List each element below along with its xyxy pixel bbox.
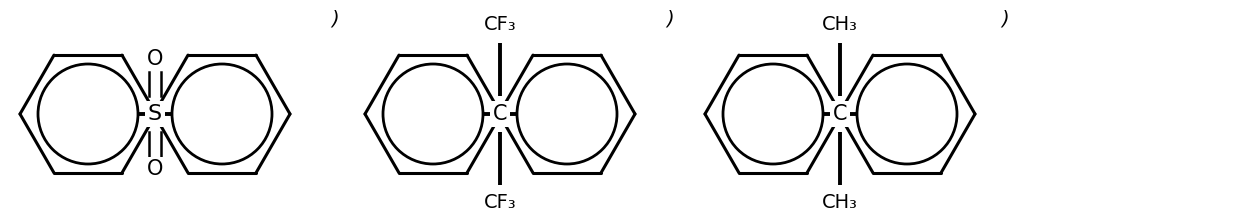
Text: ): ) xyxy=(331,9,339,28)
Text: ): ) xyxy=(666,9,673,28)
Text: S: S xyxy=(148,104,162,124)
Text: CH₃: CH₃ xyxy=(822,16,858,35)
Text: O: O xyxy=(146,49,164,69)
Text: CH₃: CH₃ xyxy=(822,194,858,212)
Text: CF₃: CF₃ xyxy=(484,16,516,35)
Text: C: C xyxy=(492,104,507,124)
Text: O: O xyxy=(146,159,164,179)
Text: C: C xyxy=(833,104,847,124)
Text: ): ) xyxy=(1001,9,1009,28)
Text: CF₃: CF₃ xyxy=(484,194,516,212)
